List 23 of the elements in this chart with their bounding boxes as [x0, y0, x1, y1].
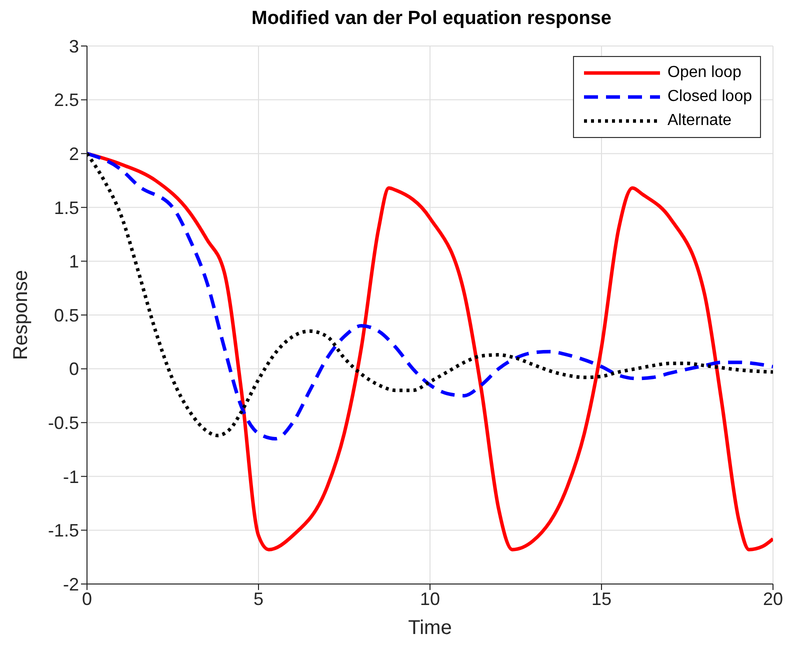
y-tick-label: 1 — [68, 252, 79, 272]
y-tick-label: 3 — [68, 36, 79, 56]
y-tick-label: 0.5 — [54, 305, 79, 326]
x-tick-label: 20 — [762, 588, 784, 609]
chart-title: Modified van der Pol equation response — [250, 8, 612, 31]
y-tick-label: 2.5 — [54, 90, 79, 110]
y-tick-label: 0 — [68, 359, 79, 380]
y-tick-label: -1 — [62, 466, 79, 487]
legend-label: Alternate — [668, 112, 732, 130]
y-tick-label: -2 — [62, 574, 79, 594]
x-tick-label: 0 — [82, 588, 92, 609]
y-tick-label: -1.5 — [48, 520, 79, 541]
y-tick-label: 2 — [68, 144, 79, 164]
x-tick-label: 5 — [253, 588, 264, 609]
y-tick-label: -0.5 — [48, 412, 79, 433]
x-axis-title: Time — [408, 617, 452, 639]
x-tick-label: 15 — [591, 588, 612, 609]
legend-label: Open loop — [668, 64, 742, 82]
legend-label: Closed loop — [668, 88, 752, 106]
y-tick-label: 1.5 — [54, 198, 79, 218]
y-axis-title: Response — [10, 270, 32, 360]
x-tick-label: 10 — [420, 588, 440, 609]
line-series — [87, 152, 773, 552]
